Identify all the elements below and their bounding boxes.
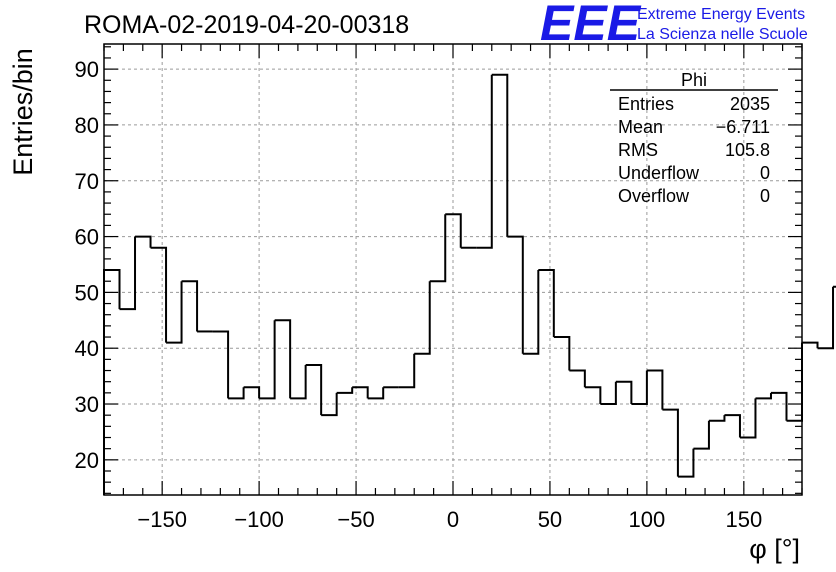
histogram-bin [631,371,647,404]
histogram-bin [802,343,818,349]
histogram-bin [368,387,384,398]
histogram-bin [585,387,601,404]
y-tick-label: 80 [75,113,99,138]
histogram-bin [647,371,663,410]
stats-box: Phi Entries 2035 Mean −6.711 RMS 105.8 Underfl… [610,70,778,206]
y-tick-label: 70 [75,169,99,194]
logo-line-1: Extreme Energy Events [637,6,805,23]
grid-lines [104,44,802,495]
stats-row-label: Entries [618,94,674,114]
histogram-bin [476,75,492,248]
y-tick-label: 40 [75,336,99,361]
y-tick-labels: 20 30 40 50 60 70 80 90 [75,57,99,473]
histogram-bin [523,270,539,354]
histogram-bin [306,365,322,415]
histogram-bin [771,393,787,421]
x-tick-label: −100 [234,507,284,532]
histogram-bin [352,387,368,398]
stats-row-value: 2035 [730,94,770,114]
histogram-bin [430,214,446,281]
histogram-bin [120,237,136,310]
stats-row-label: RMS [618,140,658,160]
y-tick-label: 60 [75,225,99,250]
histogram-bin [228,387,244,398]
histogram-bin [290,365,306,398]
histogram-bin [678,449,694,477]
histogram-bin [569,371,585,388]
stats-row-label: Mean [618,117,663,137]
stats-row-label: Underflow [618,163,700,183]
x-tick-labels: −150 −100 −50 0 50 100 150 [137,507,762,532]
histogram-bin [275,320,291,398]
histogram-bin [182,281,198,331]
x-tick-label: 0 [447,507,459,532]
histogram-bin [662,410,678,477]
histogram-bin [244,387,260,398]
x-tick-label: −50 [337,507,374,532]
logo-line-2: La Scienza nelle Scuole [637,26,808,43]
y-tick-label: 50 [75,280,99,305]
histogram-bin [709,415,725,421]
histogram-bin [600,382,616,404]
histogram-bin [693,421,709,449]
histogram-bin [166,281,182,342]
histogram-bin [151,248,167,343]
histogram-bin [818,287,834,348]
stats-row-value: −6.711 [716,117,770,137]
x-tick-label: 150 [725,507,762,532]
histogram-bin [337,387,353,393]
y-tick-label: 20 [75,448,99,473]
histogram-bin [213,331,229,398]
stats-row-value: 0 [760,186,770,206]
y-axis-title: Entries/bin [8,48,38,176]
stats-row-value: 105.8 [725,140,770,160]
stats-row-value: 0 [760,163,770,183]
y-tick-label: 30 [75,392,99,417]
histogram-bin [616,382,632,404]
x-axis-title: φ [°] [749,534,800,564]
x-tick-label: −150 [137,507,187,532]
histogram-bin [724,415,740,437]
x-tick-label: 100 [629,507,666,532]
histogram-bin [259,320,275,398]
histogram-bin [492,75,508,237]
histogram-bin [135,237,151,248]
histogram-bin [399,354,415,387]
histogram-bars [104,75,836,495]
histogram-bin [755,393,771,399]
histogram-bin [507,237,523,354]
stats-name: Phi [681,70,707,90]
histogram-bin [538,270,554,337]
chart-title: ROMA-02-2019-04-20-00318 [84,11,409,39]
histogram-bin [554,337,570,370]
y-tick-label: 90 [75,57,99,82]
x-tick-label: 50 [538,507,562,532]
stats-row-label: Overflow [618,186,690,206]
